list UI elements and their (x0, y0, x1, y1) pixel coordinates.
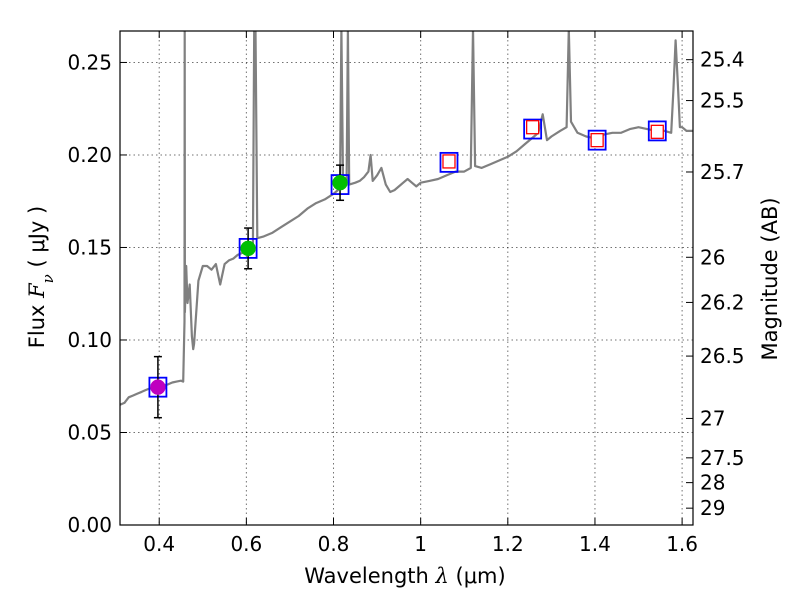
model-flux-square (587, 129, 607, 151)
model-flux-square (439, 151, 459, 173)
right-tick-label: 26.5 (700, 344, 745, 368)
y-label-subscript: ν (39, 274, 57, 283)
x-tick-label: 1 (414, 532, 427, 556)
x-tick-label: 0.8 (318, 532, 350, 556)
right-tick-label: 26 (700, 245, 725, 269)
right-tick-label: 25.4 (700, 48, 745, 72)
plot-frame (119, 30, 694, 526)
y-tick-label: 0.00 (67, 513, 112, 537)
x-label-word: Wavelength (304, 564, 435, 588)
right-tick-label: 28 (700, 471, 725, 495)
x-tick-label: 1.4 (579, 532, 611, 556)
x-label-unit: (μm) (449, 564, 506, 588)
y-label-symbol: F (25, 282, 49, 299)
right-tick-label: 27.5 (700, 446, 745, 470)
right-tick-label: 27 (700, 406, 725, 430)
spectrum-line (120, 31, 693, 406)
axis-ticks: 0.4 0.6 0.8 1 1.2 1.4 1.6 0.00 0.05 0.10 0.15 0.20 0… (67, 31, 745, 556)
detection-point (240, 240, 256, 257)
spectrum-layer (120, 31, 693, 406)
y-tick-label: 0.20 (67, 143, 112, 167)
upper-limit-square (442, 154, 456, 169)
y-tick-label: 0.05 (67, 420, 112, 444)
right-tick-label: 26.2 (700, 290, 745, 314)
right-tick-label: 29 (700, 496, 725, 520)
detection-point (150, 379, 166, 395)
upper-limit-square (525, 120, 540, 135)
upper-limit-square (650, 124, 664, 139)
y-axis-label: Flux Fν ( μJy ) (25, 206, 57, 348)
x-tick-label: 0.6 (230, 532, 262, 556)
x-axis-label: Wavelength λ (μm) (304, 564, 505, 588)
detection-point (332, 174, 348, 191)
y-tick-label: 0.10 (67, 328, 112, 352)
right-tick-label: 25.7 (700, 160, 745, 184)
y-label-word: Flux (25, 298, 49, 348)
right-tick-label: 25.5 (700, 89, 745, 113)
right-axis-label: Magnitude (AB) (758, 197, 782, 360)
upper-limit-square (590, 133, 604, 148)
x-label-symbol: λ (435, 564, 449, 588)
markers (148, 118, 667, 419)
x-tick-label: 1.6 (666, 532, 698, 556)
y-label-unit: ( μJy ) (25, 206, 49, 274)
x-tick-label: 1.2 (492, 532, 524, 556)
x-tick-label: 0.4 (143, 532, 175, 556)
model-flux-square (647, 120, 667, 142)
model-flux-square (523, 118, 543, 140)
y-tick-label: 0.15 (67, 235, 112, 259)
y-tick-label: 0.25 (67, 50, 112, 74)
